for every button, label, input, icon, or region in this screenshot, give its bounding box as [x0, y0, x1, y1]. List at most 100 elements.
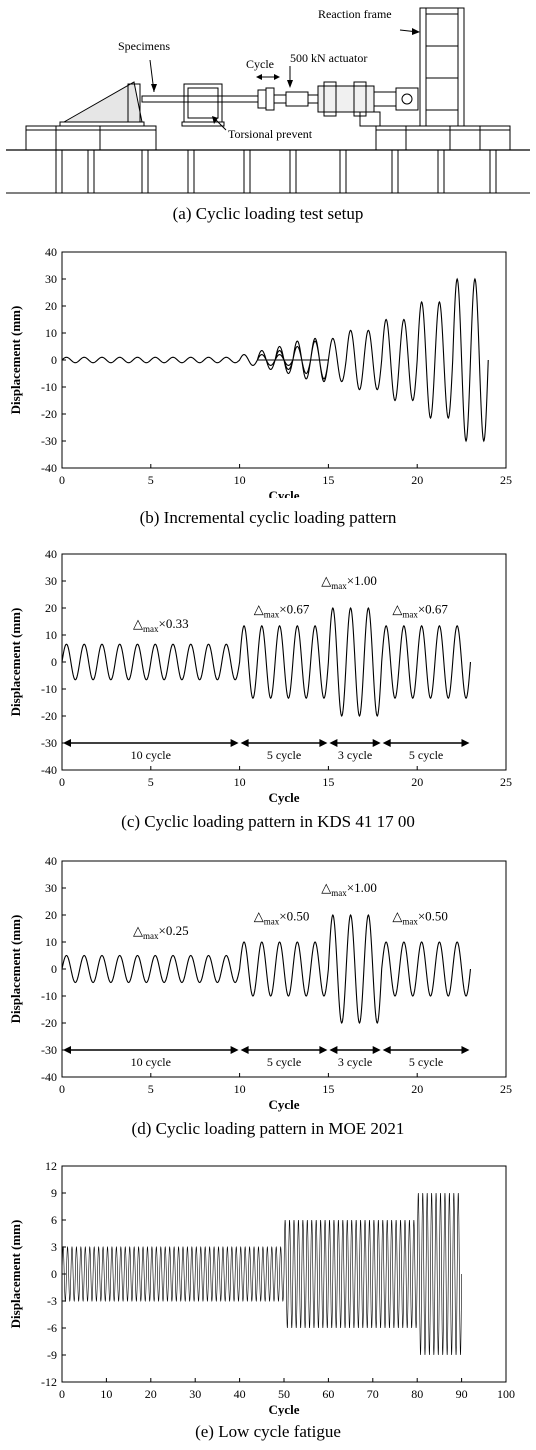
x-tick-label: 20: [411, 1082, 423, 1096]
y-tick-label: -30: [41, 434, 57, 448]
range-arrowhead: [63, 1046, 71, 1054]
range-arrowhead: [240, 1046, 249, 1054]
x-tick-label: 15: [322, 775, 334, 789]
x-tick-label: 60: [322, 1387, 334, 1401]
y-tick-label: 30: [45, 574, 57, 588]
x-tick-label: 20: [411, 775, 423, 789]
range-label: 3 cycle: [338, 1055, 372, 1069]
range-arrowhead: [329, 739, 338, 747]
amplitude-annotation: △max×1.00: [321, 880, 377, 898]
y-tick-label: 12: [45, 1159, 57, 1173]
y-tick-label: 20: [45, 299, 57, 313]
y-axis-label: Displacement (mm): [8, 306, 23, 415]
x-axis-label: Cycle: [268, 1097, 299, 1112]
chart-panel-d: -40 -30 -20 -10 0 10 20 30 40 0 5 10 15 20 25 △max×0.25…: [0, 845, 536, 1149]
x-tick-label: 80: [411, 1387, 423, 1401]
y-tick-label: -10: [41, 380, 57, 394]
range-arrowhead: [319, 1046, 328, 1054]
y-tick-label: 0: [51, 962, 57, 976]
label-actuator: 500 kN actuator: [290, 51, 367, 65]
annotation-subscript: max: [402, 916, 418, 926]
range-label: 10 cycle: [131, 748, 171, 762]
chart-panel-c: -40 -30 -20 -10 0 10 20 30 40 0 5 10 15 20 25 △max×0.33…: [0, 538, 536, 842]
x-axis-label: Cycle: [268, 488, 299, 498]
x-tick-label: 100: [497, 1387, 515, 1401]
range-label: 5 cycle: [267, 1055, 301, 1069]
annotation-subscript: max: [402, 609, 418, 619]
range-arrowhead: [319, 739, 328, 747]
chart-low-cycle-fatigue: -12 -9 -6 -3 0 3 6 9 12 0 10 20 30 40 50 60 70 80 90 100 Cyc…: [8, 1159, 515, 1417]
range-arrowhead: [329, 1046, 338, 1054]
x-tick-label: 25: [500, 1082, 512, 1096]
y-tick-label: 40: [45, 245, 57, 259]
x-tick-label: 15: [322, 1082, 334, 1096]
y-tick-label: 10: [45, 935, 57, 949]
y-tick-label: 3: [51, 1240, 57, 1254]
x-tick-label: 0: [59, 775, 65, 789]
series-line: [61, 607, 472, 717]
y-tick-label: -6: [47, 1321, 57, 1335]
y-tick-label: -40: [41, 1070, 57, 1084]
range-arrowhead: [382, 739, 391, 747]
range-arrowhead: [63, 739, 71, 747]
y-tick-label: 30: [45, 881, 57, 895]
range-label: 10 cycle: [131, 1055, 171, 1069]
annotation-subscript: max: [331, 581, 347, 591]
annotation-base: △: [254, 908, 264, 923]
annotation-base: △: [133, 616, 143, 631]
range-arrowhead: [461, 1046, 470, 1054]
label-torsional-prevent: Torsional prevent: [228, 127, 313, 141]
y-axis-label: Displacement (mm): [8, 915, 23, 1024]
x-tick-label: 10: [234, 1082, 246, 1096]
caption-c: (c) Cyclic loading pattern in KDS 41 17 …: [121, 812, 415, 831]
y-tick-label: 10: [45, 326, 57, 340]
series-line: [61, 914, 472, 1024]
x-tick-label: 0: [59, 1082, 65, 1096]
range-label: 5 cycle: [409, 1055, 443, 1069]
y-tick-label: 0: [51, 1267, 57, 1281]
annotation-subscript: max: [331, 888, 347, 898]
chart-panel-b: -40 -30 -20 -10 0 10 20 30 40 0 5 10 15 20 25 Cycle Disp…: [0, 236, 536, 536]
amplitude-annotation: △max×0.50: [392, 908, 448, 926]
y-axis-label: Displacement (mm): [8, 1220, 23, 1329]
range-label: 5 cycle: [267, 748, 301, 762]
annotation-factor: ×0.25: [159, 923, 189, 938]
chart-incremental: -40 -30 -20 -10 0 10 20 30 40 0 5 10 15 20 25 Cycle Disp…: [8, 245, 512, 503]
x-tick-label: 40: [234, 1387, 246, 1401]
amplitude-annotation: △max×0.67: [392, 601, 448, 619]
setup-panel: Reaction frame Specimens Cycle 500 kN ac…: [0, 0, 536, 236]
annotation-factor: ×0.50: [279, 908, 309, 923]
x-tick-label: 5: [148, 775, 154, 789]
y-tick-label: 20: [45, 908, 57, 922]
range-label: 5 cycle: [409, 748, 443, 762]
annotation-base: △: [321, 880, 331, 895]
y-tick-label: -30: [41, 736, 57, 750]
annotation-factor: ×0.33: [159, 616, 189, 631]
x-tick-label: 10: [100, 1387, 112, 1401]
y-tick-label: -9: [47, 1348, 57, 1362]
y-tick-label: 40: [45, 854, 57, 868]
amplitude-annotation: △max×0.67: [254, 601, 310, 619]
test-setup-diagram: Reaction frame Specimens Cycle 500 kN ac…: [6, 7, 530, 194]
chart-panel-e: -12 -9 -6 -3 0 3 6 9 12 0 10 20 30 40 50 60 70 80 90 100 Cyc…: [0, 1150, 536, 1450]
x-tick-label: 0: [59, 473, 65, 487]
x-tick-label: 15: [322, 473, 334, 487]
x-tick-label: 10: [234, 775, 246, 789]
x-axis-label: Cycle: [268, 790, 299, 805]
range-label: 3 cycle: [338, 748, 372, 762]
annotation-base: △: [321, 573, 331, 588]
range-arrowhead: [240, 739, 249, 747]
range-arrowhead: [230, 1046, 239, 1054]
range-arrowhead: [372, 1046, 381, 1054]
x-axis-label: Cycle: [268, 1402, 299, 1416]
range-arrowhead: [382, 1046, 391, 1054]
x-tick-label: 25: [500, 473, 512, 487]
label-reaction-frame: Reaction frame: [318, 7, 392, 21]
y-tick-label: -20: [41, 709, 57, 723]
caption-e: (e) Low cycle fatigue: [195, 1422, 341, 1441]
annotation-base: △: [133, 923, 143, 938]
series-line: [61, 1192, 462, 1356]
x-tick-label: 5: [148, 1082, 154, 1096]
label-specimens: Specimens: [118, 39, 170, 53]
